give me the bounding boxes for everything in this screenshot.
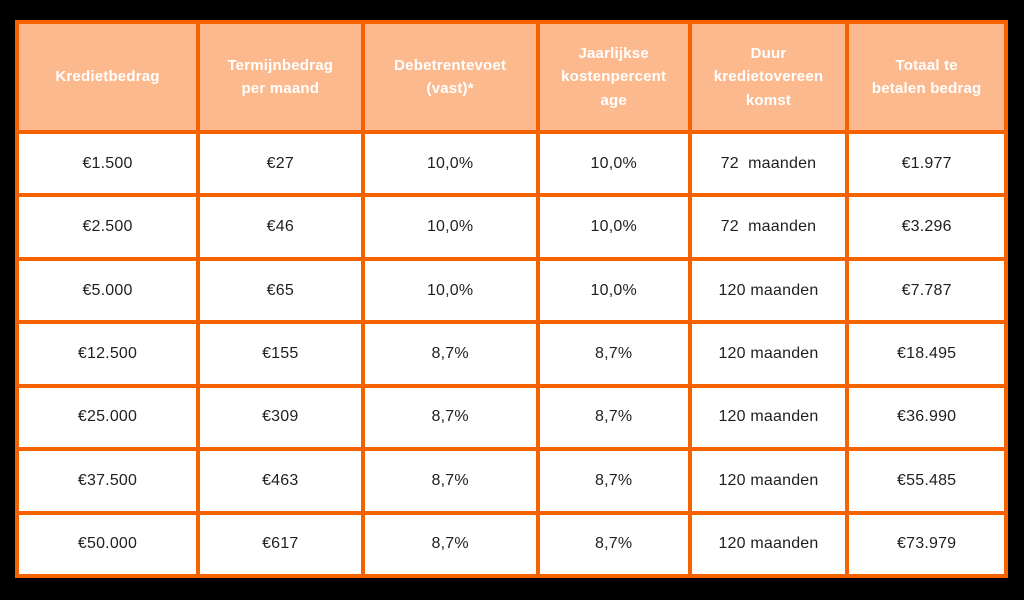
table-cell: 8,7% bbox=[539, 387, 688, 448]
table-cell: €1.500 bbox=[19, 134, 197, 194]
table-cell: €65 bbox=[200, 260, 361, 321]
table-cell: €5.000 bbox=[19, 260, 197, 321]
table-cell: €18.495 bbox=[849, 324, 1004, 384]
table-cell: €73.979 bbox=[849, 514, 1004, 574]
table-cell: €50.000 bbox=[19, 514, 197, 574]
table-cell: 8,7% bbox=[364, 324, 536, 384]
table-cell: 10,0% bbox=[364, 260, 536, 321]
table-cell: 8,7% bbox=[539, 514, 688, 574]
table-cell: €309 bbox=[200, 387, 361, 448]
table-cell: €1.977 bbox=[849, 134, 1004, 194]
table-cell: 72 maanden bbox=[691, 134, 846, 194]
table-cell: 72 maanden bbox=[691, 197, 846, 257]
header-cell-duur-kredietovereenkomst: Duur kredietovereen komst bbox=[691, 24, 846, 130]
table-cell: €55.485 bbox=[849, 451, 1004, 511]
table-cell: 10,0% bbox=[539, 260, 688, 321]
table-cell: 120 maanden bbox=[691, 514, 846, 574]
table-cell: 120 maanden bbox=[691, 260, 846, 321]
table-cell: 10,0% bbox=[539, 134, 688, 194]
table-cell: €463 bbox=[200, 451, 361, 511]
table-cell: 8,7% bbox=[539, 324, 688, 384]
table-cell: €37.500 bbox=[19, 451, 197, 511]
table-cell: 120 maanden bbox=[691, 387, 846, 448]
table-cell: €155 bbox=[200, 324, 361, 384]
header-cell-kredietbedrag: Kredietbedrag bbox=[19, 24, 197, 130]
table-cell: €2.500 bbox=[19, 197, 197, 257]
table-cell: 8,7% bbox=[364, 387, 536, 448]
table-cell: €25.000 bbox=[19, 387, 197, 448]
table-cell: 120 maanden bbox=[691, 451, 846, 511]
table-cell: €617 bbox=[200, 514, 361, 574]
table-cell: 10,0% bbox=[364, 134, 536, 194]
table-cell: 10,0% bbox=[364, 197, 536, 257]
header-cell-debetrentevoet: Debetrentevoet (vast)* bbox=[364, 24, 536, 130]
table-cell: €12.500 bbox=[19, 324, 197, 384]
header-cell-jaarlijkse-kostenpercentage: Jaarlijkse kostenpercent age bbox=[539, 24, 688, 130]
table-cell: €3.296 bbox=[849, 197, 1004, 257]
table-cell: 8,7% bbox=[364, 514, 536, 574]
table-cell: €46 bbox=[200, 197, 361, 257]
header-cell-totaal-te-betalen: Totaal te betalen bedrag bbox=[849, 24, 1004, 130]
table-cell: €36.990 bbox=[849, 387, 1004, 448]
credit-cost-table: Kredietbedrag Termijnbedrag per maand De… bbox=[15, 20, 1008, 578]
table-cell: 8,7% bbox=[364, 451, 536, 511]
table-cell: 10,0% bbox=[539, 197, 688, 257]
table-cell: €27 bbox=[200, 134, 361, 194]
table-cell: €7.787 bbox=[849, 260, 1004, 321]
table-cell: 8,7% bbox=[539, 451, 688, 511]
header-cell-termijnbedrag: Termijnbedrag per maand bbox=[200, 24, 361, 130]
table-cell: 120 maanden bbox=[691, 324, 846, 384]
